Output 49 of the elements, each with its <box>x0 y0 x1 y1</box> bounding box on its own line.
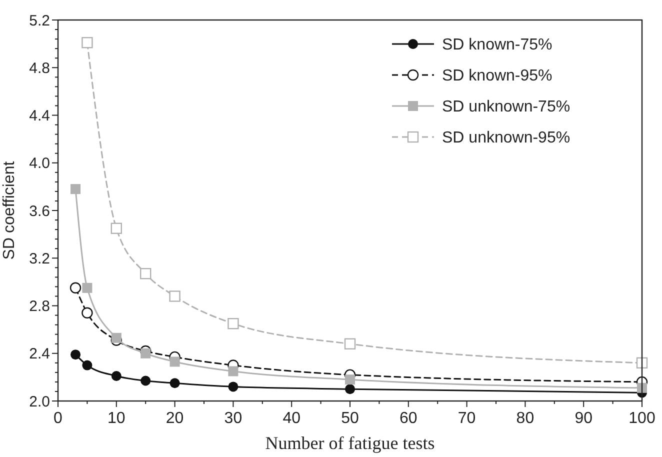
point <box>228 382 238 392</box>
point <box>228 318 239 330</box>
x-tick-label: 70 <box>458 410 476 427</box>
y-tick-label: 2.8 <box>29 298 50 315</box>
point <box>140 376 151 386</box>
point <box>345 384 355 394</box>
legend-label: SD unknown-95% <box>442 130 570 147</box>
legend-label: SD unknown-75% <box>442 98 570 116</box>
point <box>82 307 93 318</box>
legend-label: SD known-75% <box>442 36 552 54</box>
point <box>637 382 647 393</box>
point <box>82 37 93 48</box>
point <box>70 282 82 294</box>
point <box>82 282 92 293</box>
y-tick-label: 4.0 <box>29 155 50 172</box>
point <box>70 350 81 360</box>
y-tick-label: 3.2 <box>29 250 50 268</box>
legend-label: SD known-95% <box>442 68 552 85</box>
point <box>169 290 180 302</box>
x-tick-label: 90 <box>574 410 593 427</box>
point <box>140 348 151 358</box>
x-tick-label: 30 <box>224 410 242 427</box>
y-axis-title: SD coefficient <box>1 160 18 260</box>
x-tick-label: 100 <box>628 410 656 427</box>
y-tick-label: 5.2 <box>29 12 50 30</box>
point <box>110 222 122 234</box>
x-tick-label: 0 <box>54 410 63 427</box>
point <box>170 356 180 367</box>
point <box>344 338 356 350</box>
x-tick-label: 20 <box>166 410 184 427</box>
y-tick-label: 4.4 <box>29 108 50 124</box>
x-tick-label: 80 <box>516 410 534 427</box>
y-tick-label: 2.0 <box>29 393 50 410</box>
y-tick-label: 2.4 <box>29 346 50 363</box>
point <box>228 366 238 376</box>
x-tick-label: 40 <box>282 410 301 427</box>
x-tick-label: 10 <box>108 410 126 427</box>
point <box>140 268 152 280</box>
x-tick-label: 50 <box>341 410 359 427</box>
point <box>170 378 180 388</box>
point <box>345 374 355 385</box>
point <box>111 332 122 343</box>
x-axis-title: Number of fatigue tests <box>265 433 435 453</box>
point <box>82 360 92 370</box>
x-tick-label: 60 <box>400 410 418 427</box>
y-tick-label: 3.6 <box>29 202 50 220</box>
point <box>111 370 122 381</box>
point <box>70 184 81 194</box>
y-tick-label: 4.8 <box>29 60 50 77</box>
